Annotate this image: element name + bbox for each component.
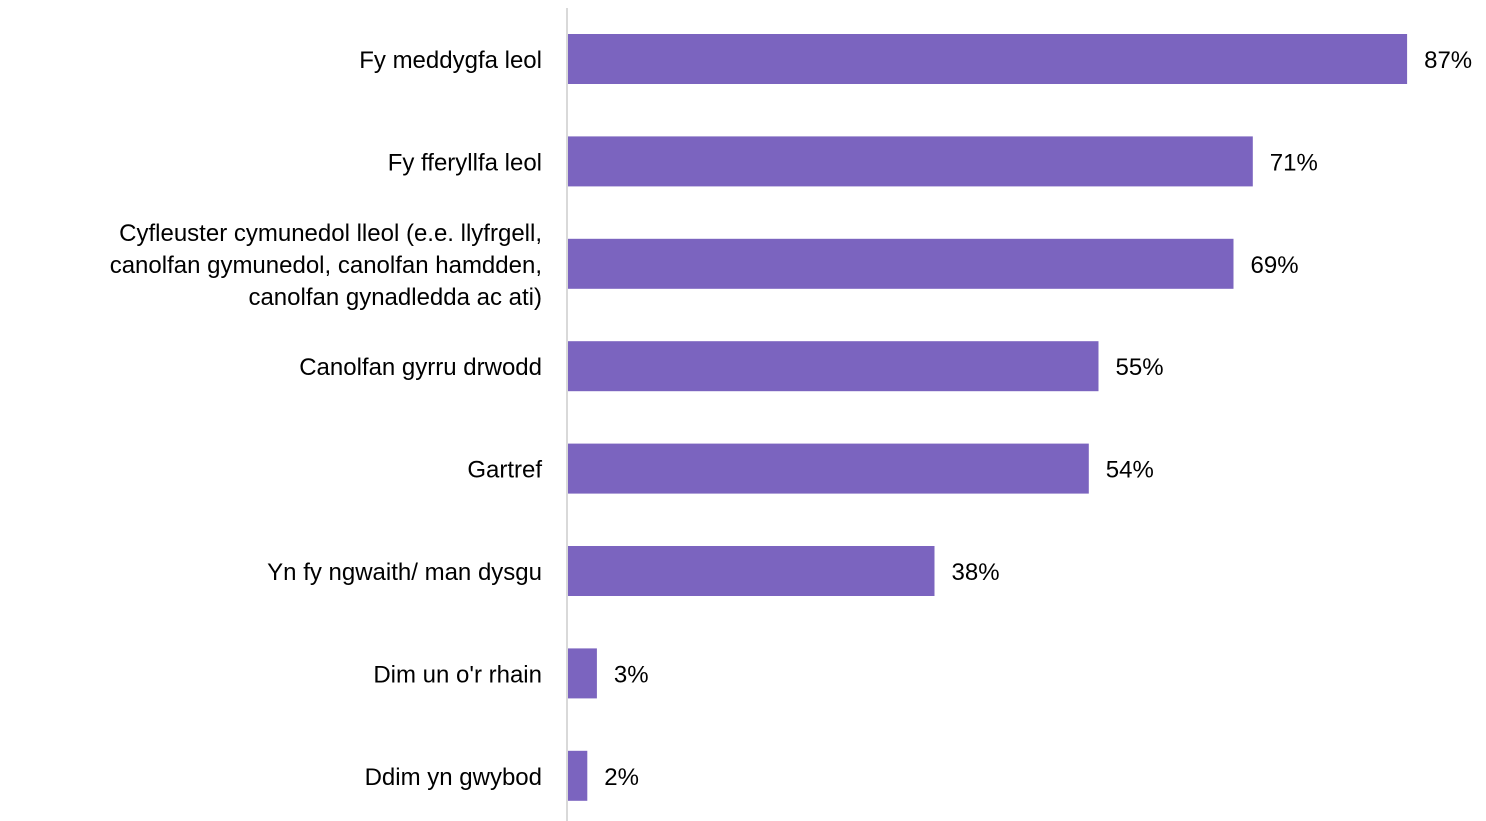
category-labels-group: Fy meddygfa leol Fy fferyllfa leol Cyfleus… <box>110 47 543 791</box>
category-label-line: Gartref <box>467 457 542 484</box>
bar <box>568 750 588 801</box>
data-label: 38% <box>952 559 1000 586</box>
category-label-line: Yn fy ngwaith/ man dysgu <box>267 559 542 586</box>
data-label: 87% <box>1424 47 1472 74</box>
data-label: 3% <box>614 661 649 688</box>
category-label: Cyfleuster cymunedol lleol (e.e. llyfrge… <box>110 220 542 311</box>
data-label: 54% <box>1106 457 1154 484</box>
category-label-line: Canolfan gyrru drwodd <box>299 354 542 381</box>
bar <box>568 136 1253 187</box>
bar <box>568 34 1408 84</box>
category-label: Fy fferyllfa leol <box>388 149 542 176</box>
category-label: Ddim yn gwybod <box>365 764 542 791</box>
data-label: 55% <box>1116 354 1164 381</box>
category-label: Fy meddygfa leol <box>359 47 542 74</box>
category-label: Dim un o'r rhain <box>373 661 542 688</box>
data-labels-group: 87% 71% 69% 55% 54% 38% 3% 2% <box>604 47 1472 791</box>
category-label-line: Ddim yn gwybod <box>365 764 542 791</box>
bar <box>568 546 935 596</box>
category-label-line: Cyfleuster cymunedol lleol (e.e. llyfrge… <box>119 220 542 247</box>
category-label: Gartref <box>467 457 542 484</box>
bar <box>568 648 597 699</box>
category-label-line: canolfan gynadledda ac ati) <box>248 284 542 311</box>
category-label-line: Fy fferyllfa leol <box>388 149 542 176</box>
category-label-line: Fy meddygfa leol <box>359 47 542 74</box>
bars-group <box>568 34 1408 801</box>
data-label: 2% <box>604 764 639 791</box>
bar <box>568 341 1099 392</box>
data-label: 71% <box>1270 149 1318 176</box>
category-label-line: canolfan gymunedol, canolfan hamdden, <box>110 252 542 279</box>
category-label: Yn fy ngwaith/ man dysgu <box>267 559 542 586</box>
data-label: 69% <box>1251 252 1299 279</box>
bar <box>568 443 1089 494</box>
bar <box>568 238 1234 289</box>
category-label: Canolfan gyrru drwodd <box>299 354 542 381</box>
category-label-line: Dim un o'r rhain <box>373 661 542 688</box>
